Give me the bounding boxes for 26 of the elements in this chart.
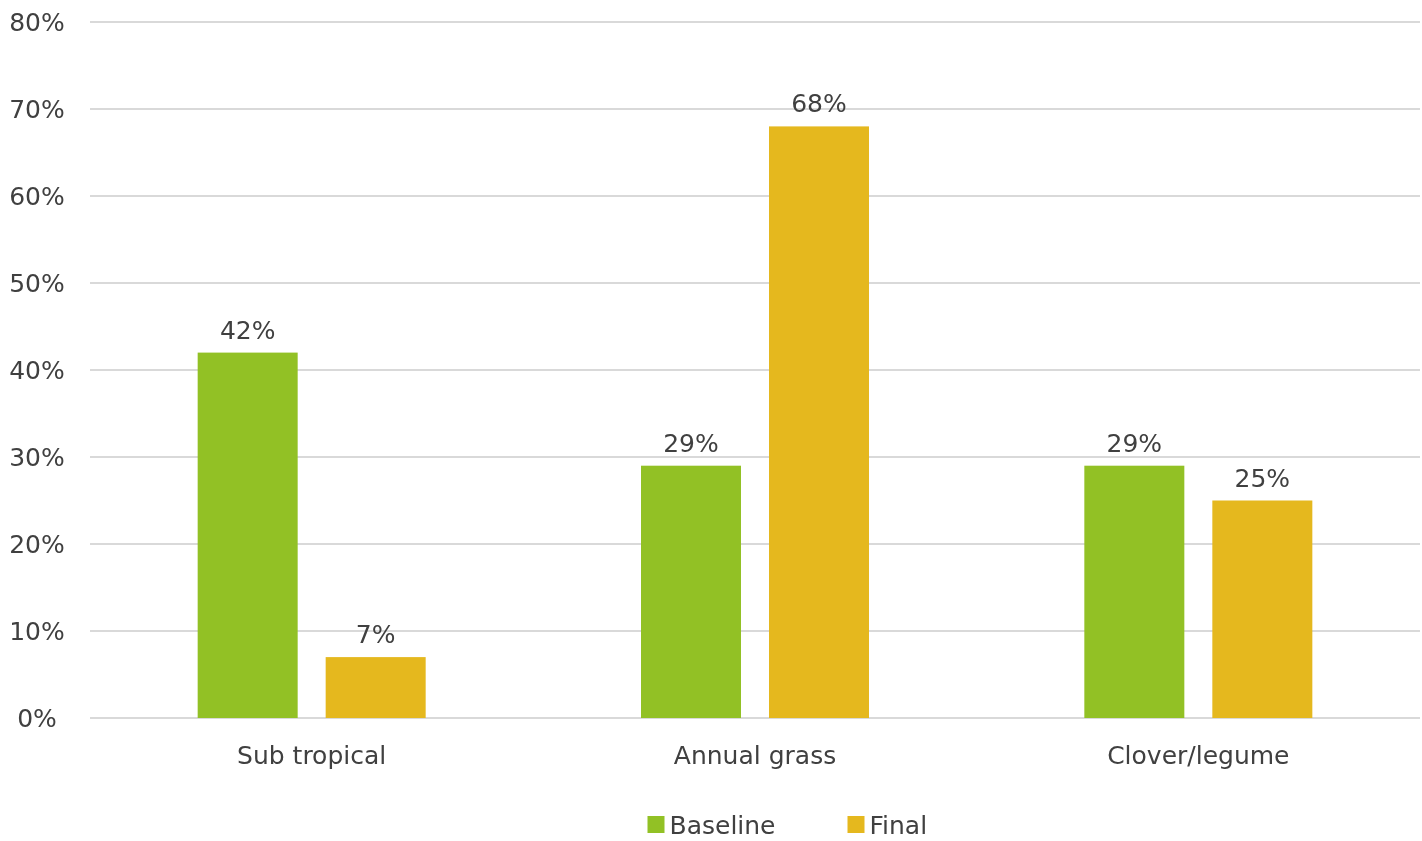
y-tick-label: 70% — [9, 94, 65, 124]
y-tick-label: 20% — [9, 529, 65, 559]
y-tick-label: 50% — [9, 268, 65, 298]
data-label: 68% — [791, 89, 847, 119]
data-label: 25% — [1234, 463, 1291, 493]
bar — [641, 465, 741, 718]
x-tick-label: Sub tropical — [237, 740, 387, 770]
bar — [769, 126, 869, 718]
y-tick-label: 30% — [9, 442, 65, 472]
x-tick-label: Clover/legume — [1107, 740, 1290, 770]
data-label: 7% — [355, 620, 396, 650]
data-label: 29% — [663, 428, 719, 458]
y-tick-label: 0% — [17, 703, 57, 733]
bar — [197, 352, 298, 718]
bar — [1212, 500, 1313, 718]
y-tick-label: 60% — [9, 181, 65, 211]
y-tick-label: 10% — [9, 616, 65, 646]
y-tick-label: 80% — [9, 7, 65, 37]
legend-label: Baseline — [669, 810, 776, 840]
data-label: 42% — [219, 315, 276, 345]
y-tick-label: 40% — [9, 355, 65, 385]
bar — [1084, 465, 1185, 718]
x-tick-label: Annual grass — [673, 740, 837, 770]
legend-label: Final — [869, 810, 928, 840]
bar — [325, 657, 426, 718]
data-label: 29% — [1106, 428, 1163, 458]
